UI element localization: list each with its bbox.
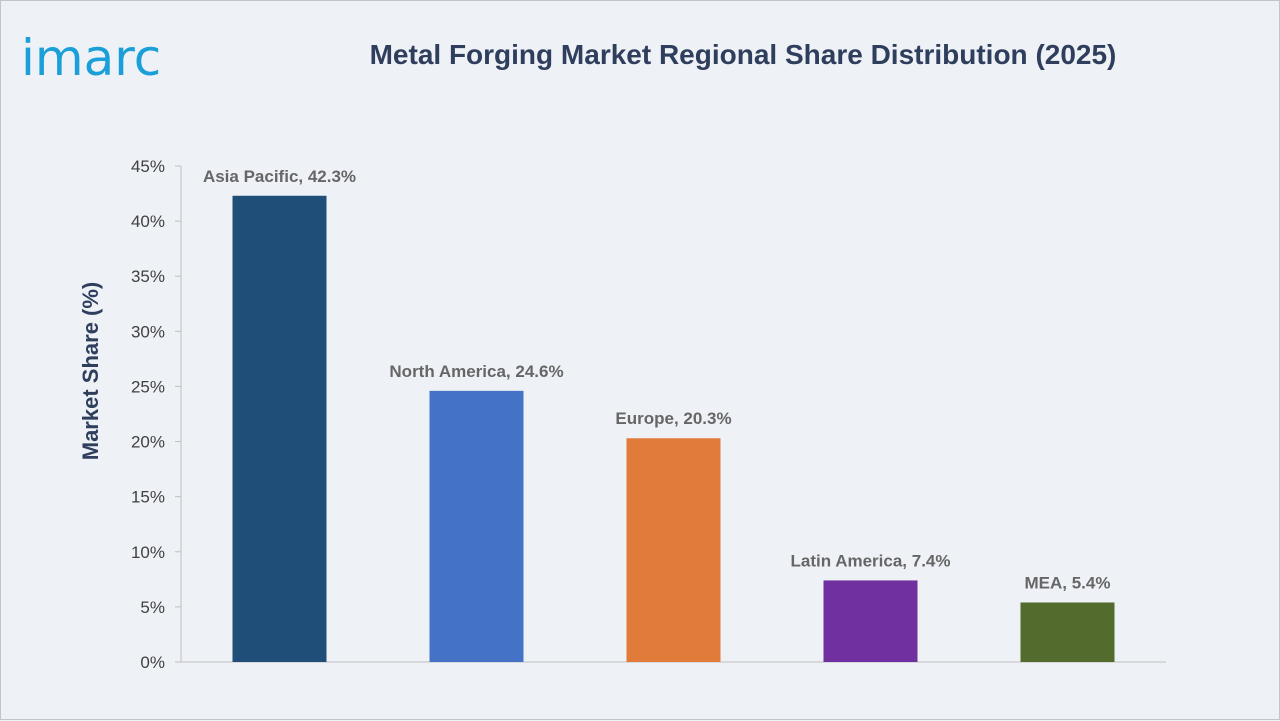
bar-latin-america [823, 580, 918, 662]
data-label: Latin America, 7.4% [791, 551, 951, 570]
y-axis-title: Market Share (%) [78, 282, 103, 461]
data-label: Europe, 20.3% [615, 409, 731, 428]
y-tick-label: 10% [131, 543, 165, 562]
y-tick-label: 20% [131, 433, 165, 452]
data-label: Asia Pacific, 42.3% [203, 167, 356, 186]
chart-title: Metal Forging Market Regional Share Dist… [369, 39, 1117, 70]
y-tick-label: 30% [131, 322, 165, 341]
y-tick-label: 25% [131, 377, 165, 396]
y-tick-label: 35% [131, 267, 165, 286]
data-label: MEA, 5.4% [1025, 573, 1111, 592]
data-label: North America, 24.6% [389, 362, 563, 381]
bar-mea [1020, 602, 1115, 662]
bars [232, 195, 1115, 662]
bar-asia-pacific [232, 195, 327, 662]
bar-europe [626, 438, 721, 662]
y-tick-label: 45% [131, 157, 165, 176]
bar-north-america [429, 390, 524, 662]
imarc-logo-graphic: imarc [21, 29, 161, 87]
y-tick-label: 40% [131, 212, 165, 231]
y-axis-ticks: 0% 5% 10% 15% 20% 25% 30% 35% 40% 45% [131, 157, 181, 672]
y-tick-label: 5% [140, 598, 165, 617]
y-tick-label: 0% [140, 653, 165, 672]
imarc-logo: imarc [21, 25, 211, 87]
svg-text:imarc: imarc [21, 29, 161, 85]
y-tick-label: 15% [131, 488, 165, 507]
data-labels: Asia Pacific, 42.3% North America, 24.6% E… [203, 167, 1111, 593]
